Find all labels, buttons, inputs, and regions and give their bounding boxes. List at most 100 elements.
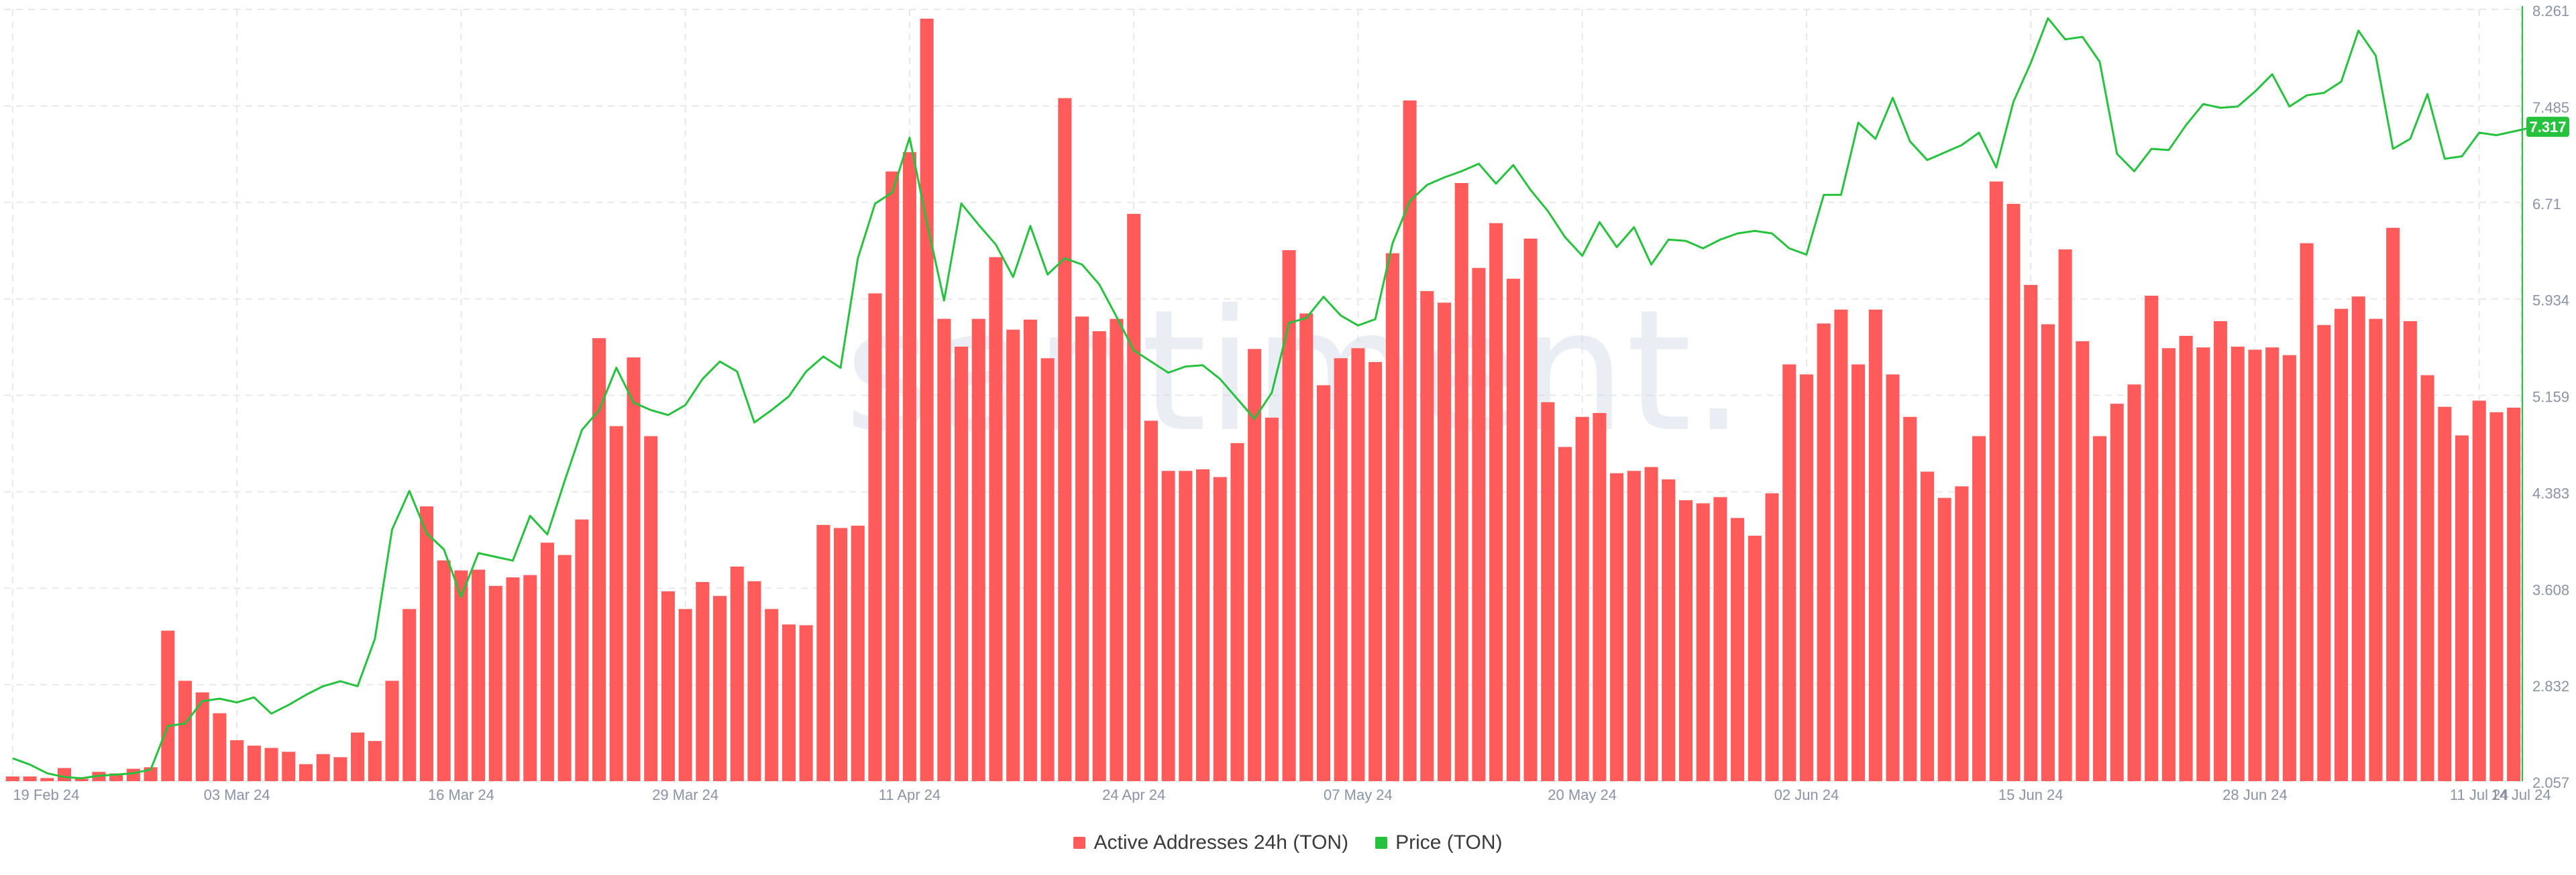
bar xyxy=(782,624,796,781)
bar xyxy=(1472,268,1486,782)
bar xyxy=(333,757,347,781)
x-tick-label: 07 May 24 xyxy=(1324,786,1393,803)
bar xyxy=(282,752,296,781)
bar xyxy=(557,555,572,781)
bar xyxy=(937,318,951,781)
bar xyxy=(920,18,934,781)
bar xyxy=(1454,182,1468,782)
bar xyxy=(126,768,140,781)
price-badge-text: 7.317 xyxy=(2529,119,2566,135)
bar xyxy=(1506,278,1520,782)
price-line xyxy=(12,17,2566,780)
bar xyxy=(1023,319,1037,781)
bar xyxy=(2420,375,2434,781)
x-tick-label: 11 Apr 24 xyxy=(879,786,941,803)
y-tick-label: 5.159 xyxy=(2532,389,2569,406)
bar xyxy=(1368,362,1383,781)
y-tick-label: 2.057 xyxy=(2532,774,2569,791)
bar xyxy=(713,595,727,781)
y-tick-label: 4.383 xyxy=(2532,485,2569,502)
bar xyxy=(1299,313,1313,781)
bar xyxy=(178,681,193,781)
bar xyxy=(2507,407,2521,781)
legend: Active Addresses 24h (TON) Price (TON) xyxy=(0,826,2576,860)
bar xyxy=(40,778,54,781)
bar xyxy=(109,773,123,781)
bar xyxy=(2300,243,2314,781)
y-tick-label: 3.608 xyxy=(2532,581,2569,598)
bar xyxy=(1351,348,1365,781)
bar xyxy=(1006,329,1020,781)
bar xyxy=(540,542,554,781)
bar xyxy=(2024,284,2038,782)
bar xyxy=(2196,347,2210,781)
bar xyxy=(2369,318,2383,781)
bar xyxy=(2214,321,2228,781)
bar xyxy=(57,768,72,781)
bar xyxy=(1972,436,1986,781)
bar xyxy=(902,152,916,781)
bar xyxy=(1575,416,1589,781)
bar xyxy=(1403,100,1417,781)
y-tick-label: 7.485 xyxy=(2532,99,2569,116)
bar xyxy=(1662,479,1676,781)
bar xyxy=(1058,98,1072,782)
bar xyxy=(1782,364,1796,781)
bar xyxy=(2127,384,2141,781)
bar xyxy=(351,732,365,781)
bar xyxy=(506,577,520,781)
bar xyxy=(592,338,606,781)
bar xyxy=(799,625,813,781)
bar xyxy=(609,426,623,781)
bar xyxy=(1610,473,1624,781)
bar xyxy=(1523,238,1538,781)
bar xyxy=(2489,412,2504,781)
bar xyxy=(1092,331,1106,781)
bar xyxy=(1437,302,1452,781)
bar xyxy=(2334,308,2349,781)
bar xyxy=(368,741,382,781)
bar xyxy=(2231,346,2245,781)
bar xyxy=(161,630,175,781)
legend-label-active-addresses: Active Addresses 24h (TON) xyxy=(1093,831,1349,854)
y-tick-label: 2.832 xyxy=(2532,678,2569,695)
bar xyxy=(1213,477,1227,781)
bar xyxy=(1265,417,1279,781)
y-tick-label: 8.261 xyxy=(2532,3,2569,19)
bar xyxy=(2006,204,2021,781)
bar xyxy=(1316,385,1331,781)
bar xyxy=(868,293,882,781)
current-price-badge: 7.317 xyxy=(2526,117,2569,137)
line-series-price xyxy=(12,17,2566,780)
bar xyxy=(696,582,710,781)
x-tick-label: 14 Jul 24 xyxy=(2491,786,2551,803)
bar xyxy=(2076,341,2090,781)
bar xyxy=(264,748,278,781)
bar xyxy=(747,581,761,781)
bar xyxy=(1627,471,1641,781)
bar xyxy=(885,171,900,781)
bar xyxy=(2265,347,2279,781)
x-tick-label: 24 Apr 24 xyxy=(1102,786,1165,803)
bar xyxy=(1541,402,1555,781)
legend-item-price[interactable]: Price (TON) xyxy=(1375,831,1503,854)
bar xyxy=(1489,223,1503,781)
bar xyxy=(1834,309,1848,781)
bar xyxy=(989,257,1003,781)
bar xyxy=(1127,214,1141,781)
bar xyxy=(2455,435,2469,781)
x-tick-label: 03 Mar 24 xyxy=(204,786,270,803)
bar xyxy=(1713,497,1727,781)
legend-item-active-addresses[interactable]: Active Addresses 24h (TON) xyxy=(1073,831,1348,854)
bar xyxy=(1040,358,1055,781)
bar xyxy=(1903,416,1917,781)
bar xyxy=(1144,420,1158,781)
bar xyxy=(488,585,502,781)
legend-label-price: Price (TON) xyxy=(1395,831,1503,854)
x-tick-label: 02 Jun 24 xyxy=(1774,786,1839,803)
bar xyxy=(472,569,486,781)
x-tick-label: 20 May 24 xyxy=(1548,786,1617,803)
bar xyxy=(644,436,658,781)
